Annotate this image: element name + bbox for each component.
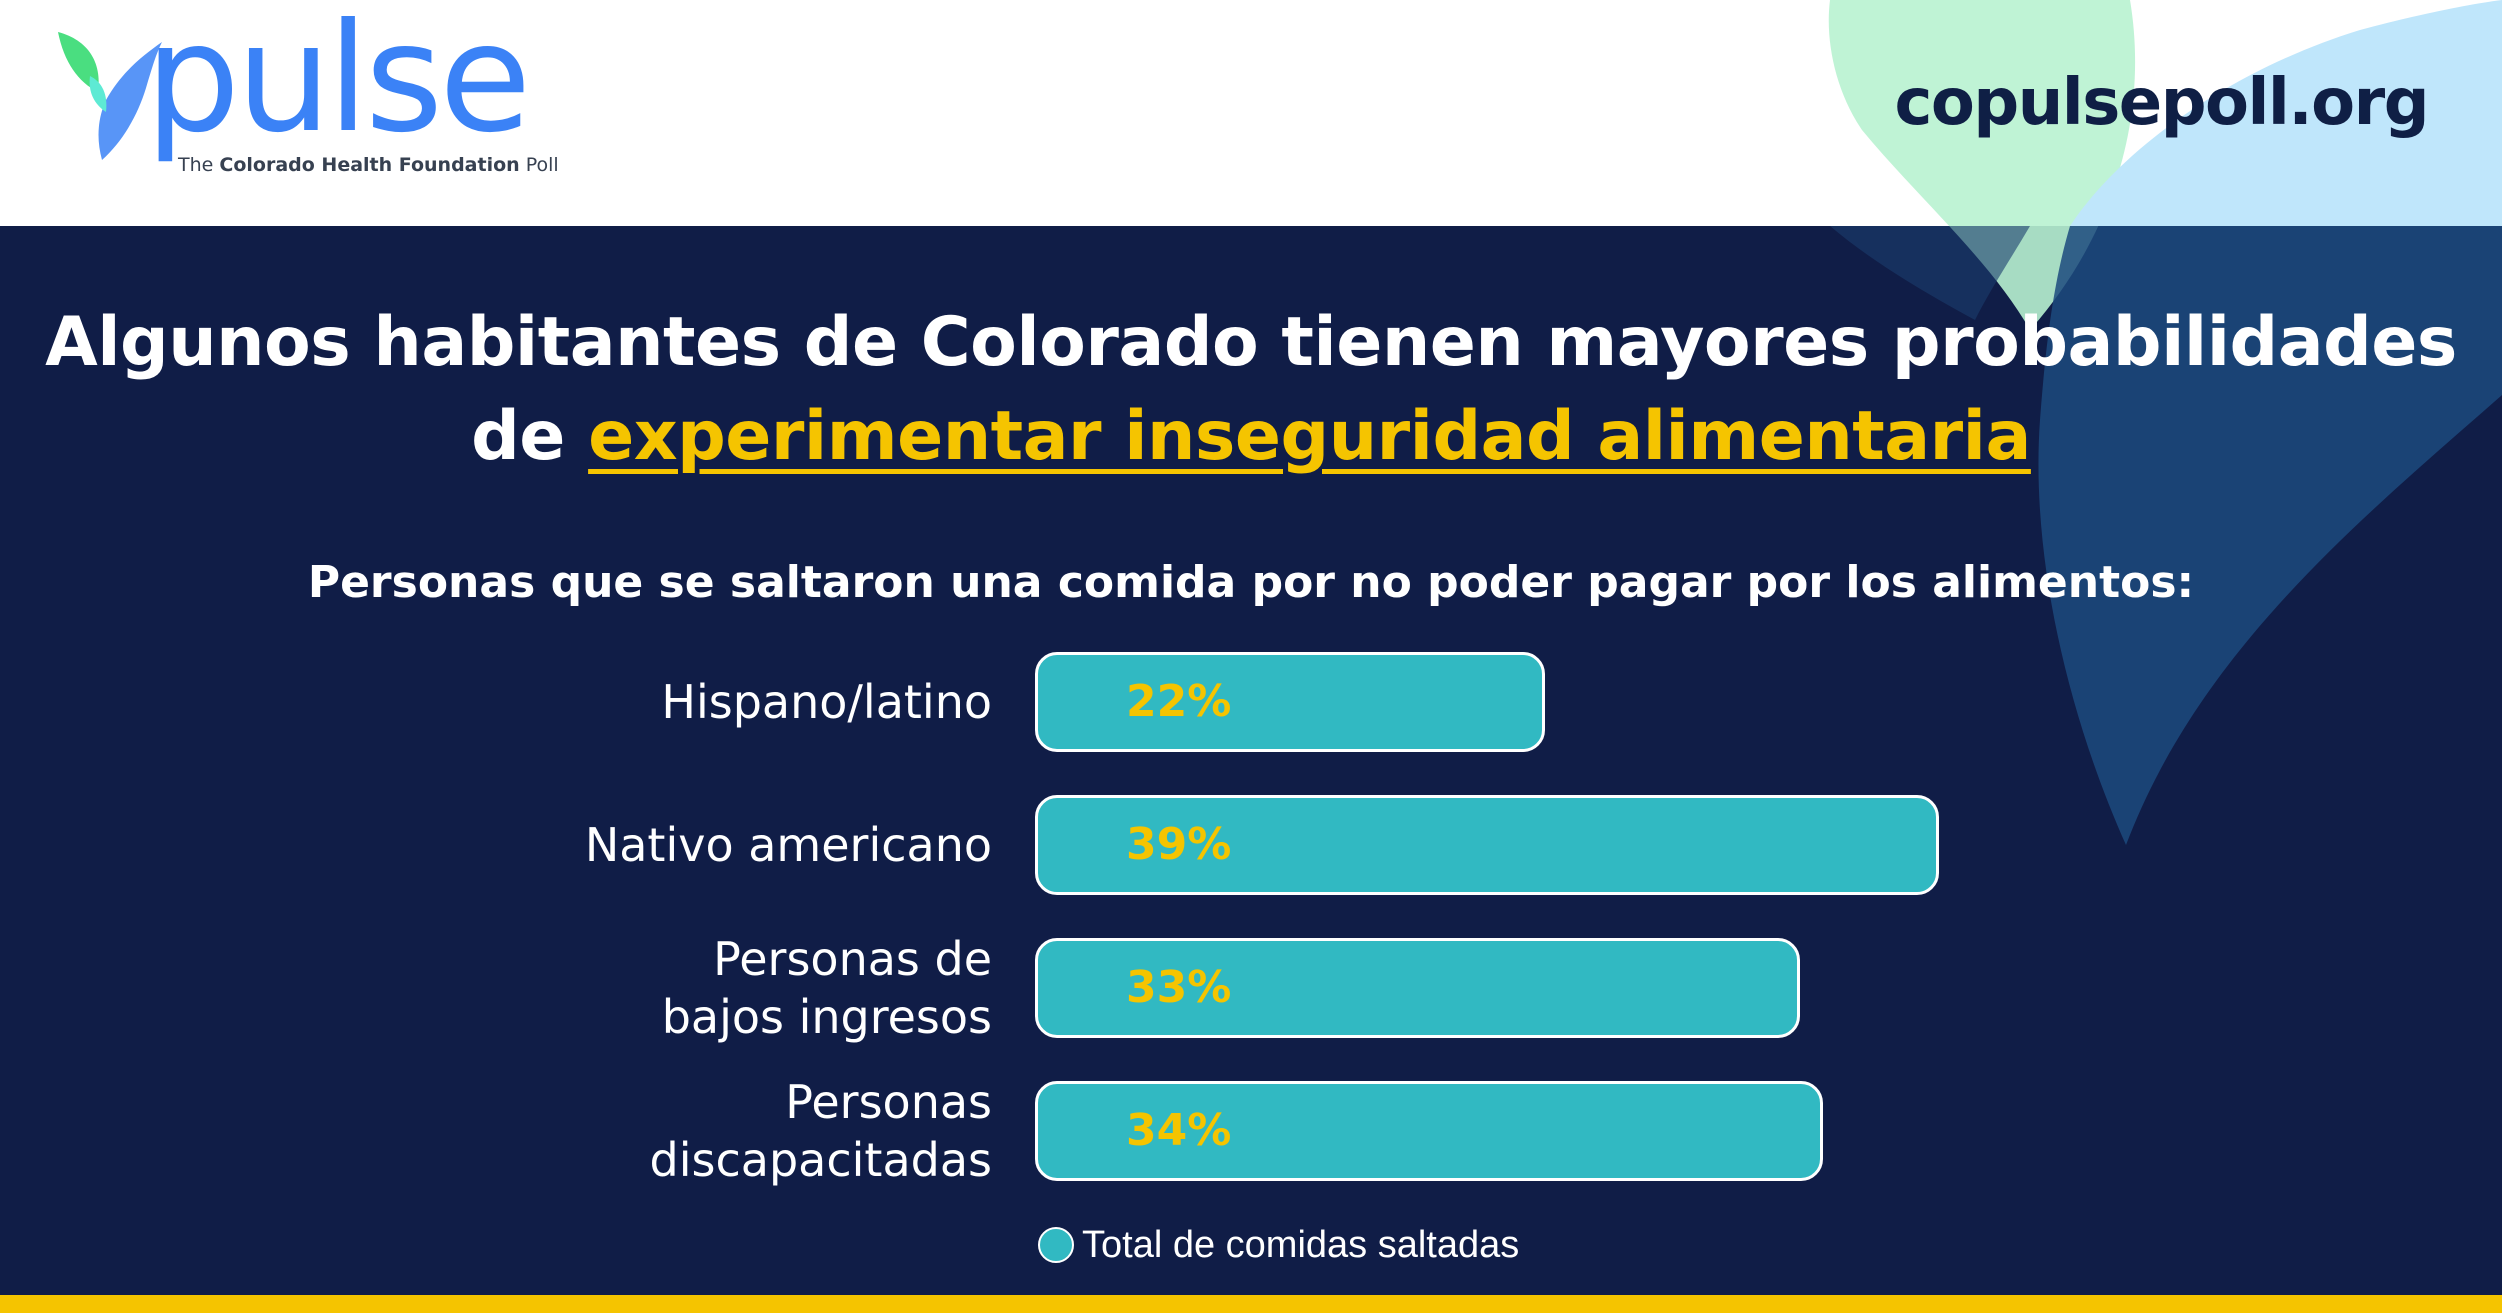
category-label-line: Personas de <box>713 932 992 986</box>
headline-line-1: Algunos habitantes de Colorado tienen ma… <box>45 303 2457 382</box>
logo-wordmark: pulse <box>145 0 531 166</box>
chart-title: Personas que se saltaron una comida por … <box>307 557 2195 608</box>
category-label: Personas discapacitadas <box>650 1073 992 1189</box>
category-label-line: Personas <box>785 1075 992 1129</box>
category-label: Nativo americano <box>585 816 992 874</box>
headline-line-2: de experimentar inseguridad alimentaria <box>471 397 2031 476</box>
pulse-logo: pulse The Colorado Health Foundation Pol… <box>50 4 610 182</box>
category-label: Hispano/latino <box>661 673 992 731</box>
bar: 22% <box>1035 652 1545 752</box>
site-url-link[interactable]: copulsepoll.org <box>1894 66 2429 140</box>
bar-value-label: 33% <box>1126 962 1232 1013</box>
legend-swatch <box>1038 1227 1074 1263</box>
bar: 39% <box>1035 795 1939 895</box>
bar: 34% <box>1035 1081 1823 1181</box>
bar-value-label: 34% <box>1126 1105 1232 1156</box>
category-label: Personas de bajos ingresos <box>662 930 992 1046</box>
category-label-line: Hispano/latino <box>661 675 992 729</box>
bar-value-label: 39% <box>1126 819 1232 870</box>
legend-label: Total de comidas saltadas <box>1082 1223 1520 1266</box>
bar: 33% <box>1035 938 1800 1038</box>
category-label-line: discapacitadas <box>649 1133 992 1187</box>
category-label-line: Nativo americano <box>584 818 992 872</box>
footer-accent-bar <box>0 1295 2502 1313</box>
logo-tagline: The Colorado Health Foundation Poll <box>178 154 559 176</box>
leaf-logo-icon <box>58 32 162 160</box>
headline: Algunos habitantes de Colorado tienen ma… <box>0 296 2502 484</box>
chart-legend: Total de comidas saltadas <box>1038 1224 1519 1266</box>
category-label-line: bajos ingresos <box>661 990 992 1044</box>
bar-value-label: 22% <box>1126 676 1232 727</box>
headline-highlight: experimentar inseguridad alimentaria <box>588 397 2031 476</box>
